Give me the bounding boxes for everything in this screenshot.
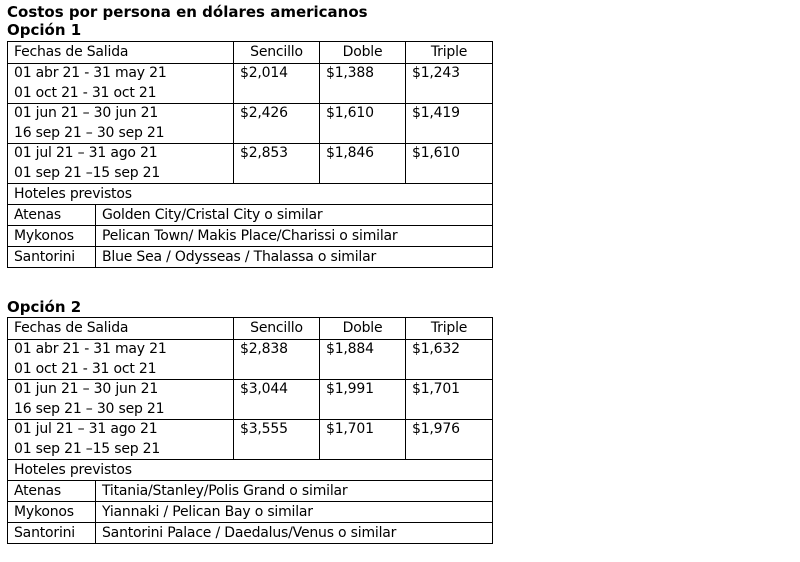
hotel-names: Yiannaki / Pelican Bay o similar [94,501,494,523]
header-fechas: Fechas de Salida [6,317,235,340]
table-header-row: Fechas de Salida Sencillo Doble Triple [6,317,494,340]
date-range-cell: 01 jun 21 – 30 jun 21 16 sep 21 – 30 sep… [6,379,235,420]
price-triple: $1,419 [405,103,494,144]
hotel-city: Atenas [7,480,96,502]
price-sencillo: $2,426 [233,103,321,144]
table-header-row: Fechas de Salida Sencillo Doble Triple [6,41,494,64]
hotel-city: Atenas [7,204,96,226]
header-sencillo: Sencillo [233,317,321,340]
hoteles-label-row: Hoteles previstos [6,183,494,205]
date-range-cell: 01 abr 21 - 31 may 21 01 oct 21 - 31 oct… [6,63,235,104]
option-1-price-table: Fechas de Salida Sencillo Doble Triple 0… [6,41,494,268]
table-row: 01 jun 21 – 30 jun 21 16 sep 21 – 30 sep… [6,379,494,420]
header-triple: Triple [405,317,494,340]
option-2-heading: Opción 2 [7,298,82,316]
hoteles-label: Hoteles previstos [6,459,494,481]
date-range-line: 01 sep 21 –15 sep 21 [14,440,161,457]
table-row: 01 abr 21 - 31 may 21 01 oct 21 - 31 oct… [6,339,494,380]
hoteles-label-row: Hoteles previstos [6,459,494,481]
price-sencillo: $2,838 [233,339,321,380]
date-range-line: 01 oct 21 - 31 oct 21 [14,84,157,101]
hotel-names: Blue Sea / Odysseas / Thalassa o similar [94,246,494,268]
price-triple: $1,632 [405,339,494,380]
hotel-city: Mykonos [7,225,96,247]
date-range-line: 01 jun 21 – 30 jun 21 [14,381,159,397]
price-sencillo: $2,853 [233,143,321,184]
hotel-names: Santorini Palace / Daedalus/Venus o simi… [94,522,494,544]
price-triple: $1,701 [405,379,494,420]
date-range-cell: 01 jul 21 – 31 ago 21 01 sep 21 –15 sep … [6,143,235,184]
date-range-line: 01 abr 21 - 31 may 21 [14,341,167,357]
hotel-city: Mykonos [7,501,96,523]
price-doble: $1,884 [319,339,407,380]
header-triple: Triple [405,41,494,64]
header-sencillo: Sencillo [233,41,321,64]
date-range-line: 01 abr 21 - 31 may 21 [14,65,167,81]
date-range-line: 01 oct 21 - 31 oct 21 [14,360,157,377]
price-triple: $1,610 [405,143,494,184]
price-sencillo: $3,044 [233,379,321,420]
hotel-row: Atenas Golden City/Cristal City o simila… [7,204,494,226]
hotel-city: Santorini [7,246,96,268]
date-range-cell: 01 abr 21 - 31 may 21 01 oct 21 - 31 oct… [6,339,235,380]
date-range-line: 16 sep 21 – 30 sep 21 [14,124,165,141]
date-range-line: 01 jun 21 – 30 jun 21 [14,105,159,121]
price-sencillo: $2,014 [233,63,321,104]
price-doble: $1,610 [319,103,407,144]
date-range-cell: 01 jul 21 – 31 ago 21 01 sep 21 –15 sep … [6,419,235,460]
table-row: 01 jun 21 – 30 jun 21 16 sep 21 – 30 sep… [6,103,494,144]
price-sencillo: $3,555 [233,419,321,460]
hotel-row: Santorini Blue Sea / Odysseas / Thalassa… [7,246,494,268]
hotel-names: Titania/Stanley/Polis Grand o similar [94,480,494,502]
hotel-names: Golden City/Cristal City o similar [94,204,494,226]
date-range-line: 01 jul 21 – 31 ago 21 [14,145,158,161]
page-title: Costos por persona en dólares americanos [7,3,368,21]
header-fechas: Fechas de Salida [6,41,235,64]
option-1-heading: Opción 1 [7,21,82,39]
date-range-cell: 01 jun 21 – 30 jun 21 16 sep 21 – 30 sep… [6,103,235,144]
price-doble: $1,846 [319,143,407,184]
header-doble: Doble [319,41,407,64]
header-doble: Doble [319,317,407,340]
price-doble: $1,388 [319,63,407,104]
price-doble: $1,991 [319,379,407,420]
date-range-line: 01 sep 21 –15 sep 21 [14,164,161,181]
date-range-line: 16 sep 21 – 30 sep 21 [14,400,165,417]
hoteles-label: Hoteles previstos [6,183,494,205]
table-row: 01 abr 21 - 31 may 21 01 oct 21 - 31 oct… [6,63,494,104]
hotel-row: Mykonos Yiannaki / Pelican Bay o similar [7,501,494,523]
hotel-row: Santorini Santorini Palace / Daedalus/Ve… [7,522,494,544]
hotel-names: Pelican Town/ Makis Place/Charissi o sim… [94,225,494,247]
price-triple: $1,243 [405,63,494,104]
price-doble: $1,701 [319,419,407,460]
table-row: 01 jul 21 – 31 ago 21 01 sep 21 –15 sep … [6,419,494,460]
table-row: 01 jul 21 – 31 ago 21 01 sep 21 –15 sep … [6,143,494,184]
price-triple: $1,976 [405,419,494,460]
hotel-row: Atenas Titania/Stanley/Polis Grand o sim… [7,480,494,502]
hotel-city: Santorini [7,522,96,544]
option-2-price-table: Fechas de Salida Sencillo Doble Triple 0… [6,317,494,544]
hotel-row: Mykonos Pelican Town/ Makis Place/Charis… [7,225,494,247]
date-range-line: 01 jul 21 – 31 ago 21 [14,421,158,437]
